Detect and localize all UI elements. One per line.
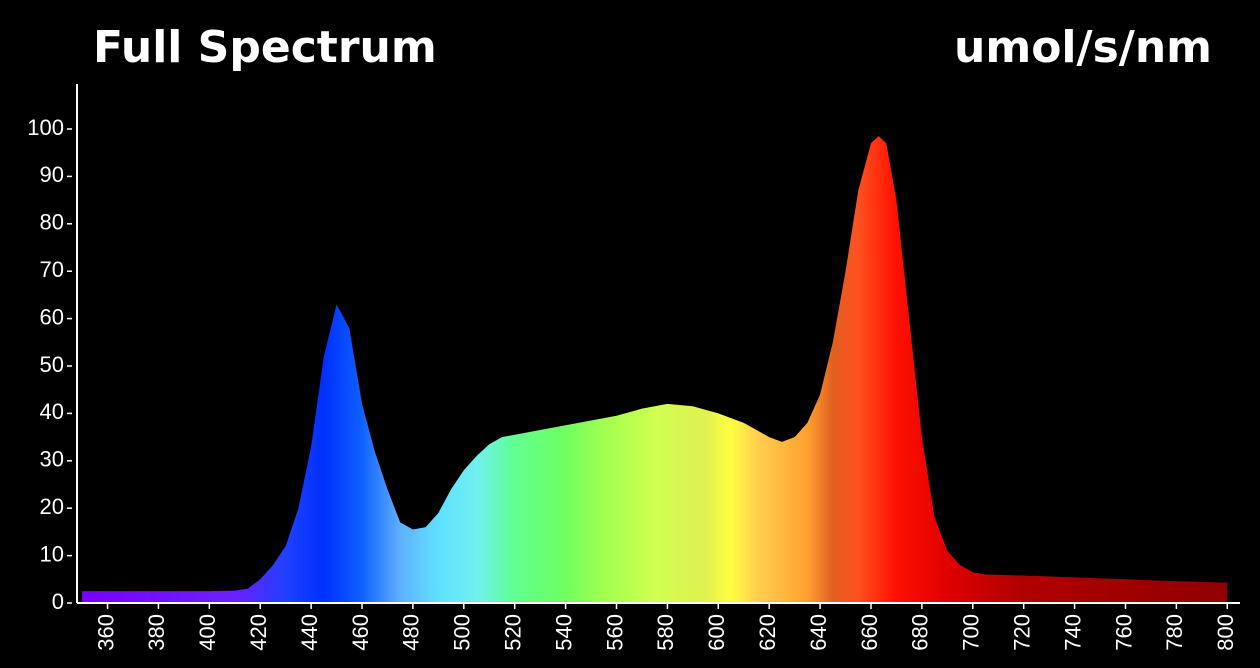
y-tick-label: 30	[40, 447, 64, 472]
x-tick-label: 740	[1060, 614, 1085, 651]
y-tick-label: 60	[40, 304, 64, 329]
unit-label: umol/s/nm	[954, 22, 1212, 73]
x-tick-label: 440	[297, 614, 322, 651]
x-tick-label: 520	[501, 614, 526, 651]
y-tick-label: 0	[52, 589, 64, 614]
x-tick-label: 360	[93, 614, 118, 651]
x-tick-label: 620	[755, 614, 780, 651]
chart-title: Full Spectrum	[93, 22, 437, 73]
y-tick-label: 80	[40, 210, 64, 235]
x-tick-label: 480	[399, 614, 424, 651]
x-tick-label: 560	[602, 614, 627, 651]
y-tick-label: 50	[40, 352, 64, 377]
y-tick-label: 20	[40, 494, 64, 519]
x-tick-label: 380	[144, 614, 169, 651]
x-tick-label: 500	[450, 614, 475, 651]
y-tick-label: 100	[27, 115, 64, 140]
x-tick-label: 400	[195, 614, 220, 651]
x-tick-label: 420	[246, 614, 271, 651]
x-tick-label: 580	[653, 614, 678, 651]
x-tick-label: 460	[348, 614, 373, 651]
x-tick-label: 600	[704, 614, 729, 651]
x-tick-label: 680	[908, 614, 933, 651]
y-tick-label: 70	[40, 257, 64, 282]
x-tick-label: 780	[1162, 614, 1187, 651]
y-tick-label: 90	[40, 162, 64, 187]
x-tick-label: 660	[857, 614, 882, 651]
x-tick-label: 800	[1213, 614, 1238, 651]
x-tick-label: 640	[806, 614, 831, 651]
x-tick-label: 700	[959, 614, 984, 651]
spectrum-area	[82, 136, 1228, 604]
x-tick-label: 540	[551, 614, 576, 651]
y-tick-label: 10	[40, 541, 64, 566]
y-tick-label: 40	[40, 399, 64, 424]
x-tick-label: 720	[1009, 614, 1034, 651]
x-tick-label: 760	[1111, 614, 1136, 651]
